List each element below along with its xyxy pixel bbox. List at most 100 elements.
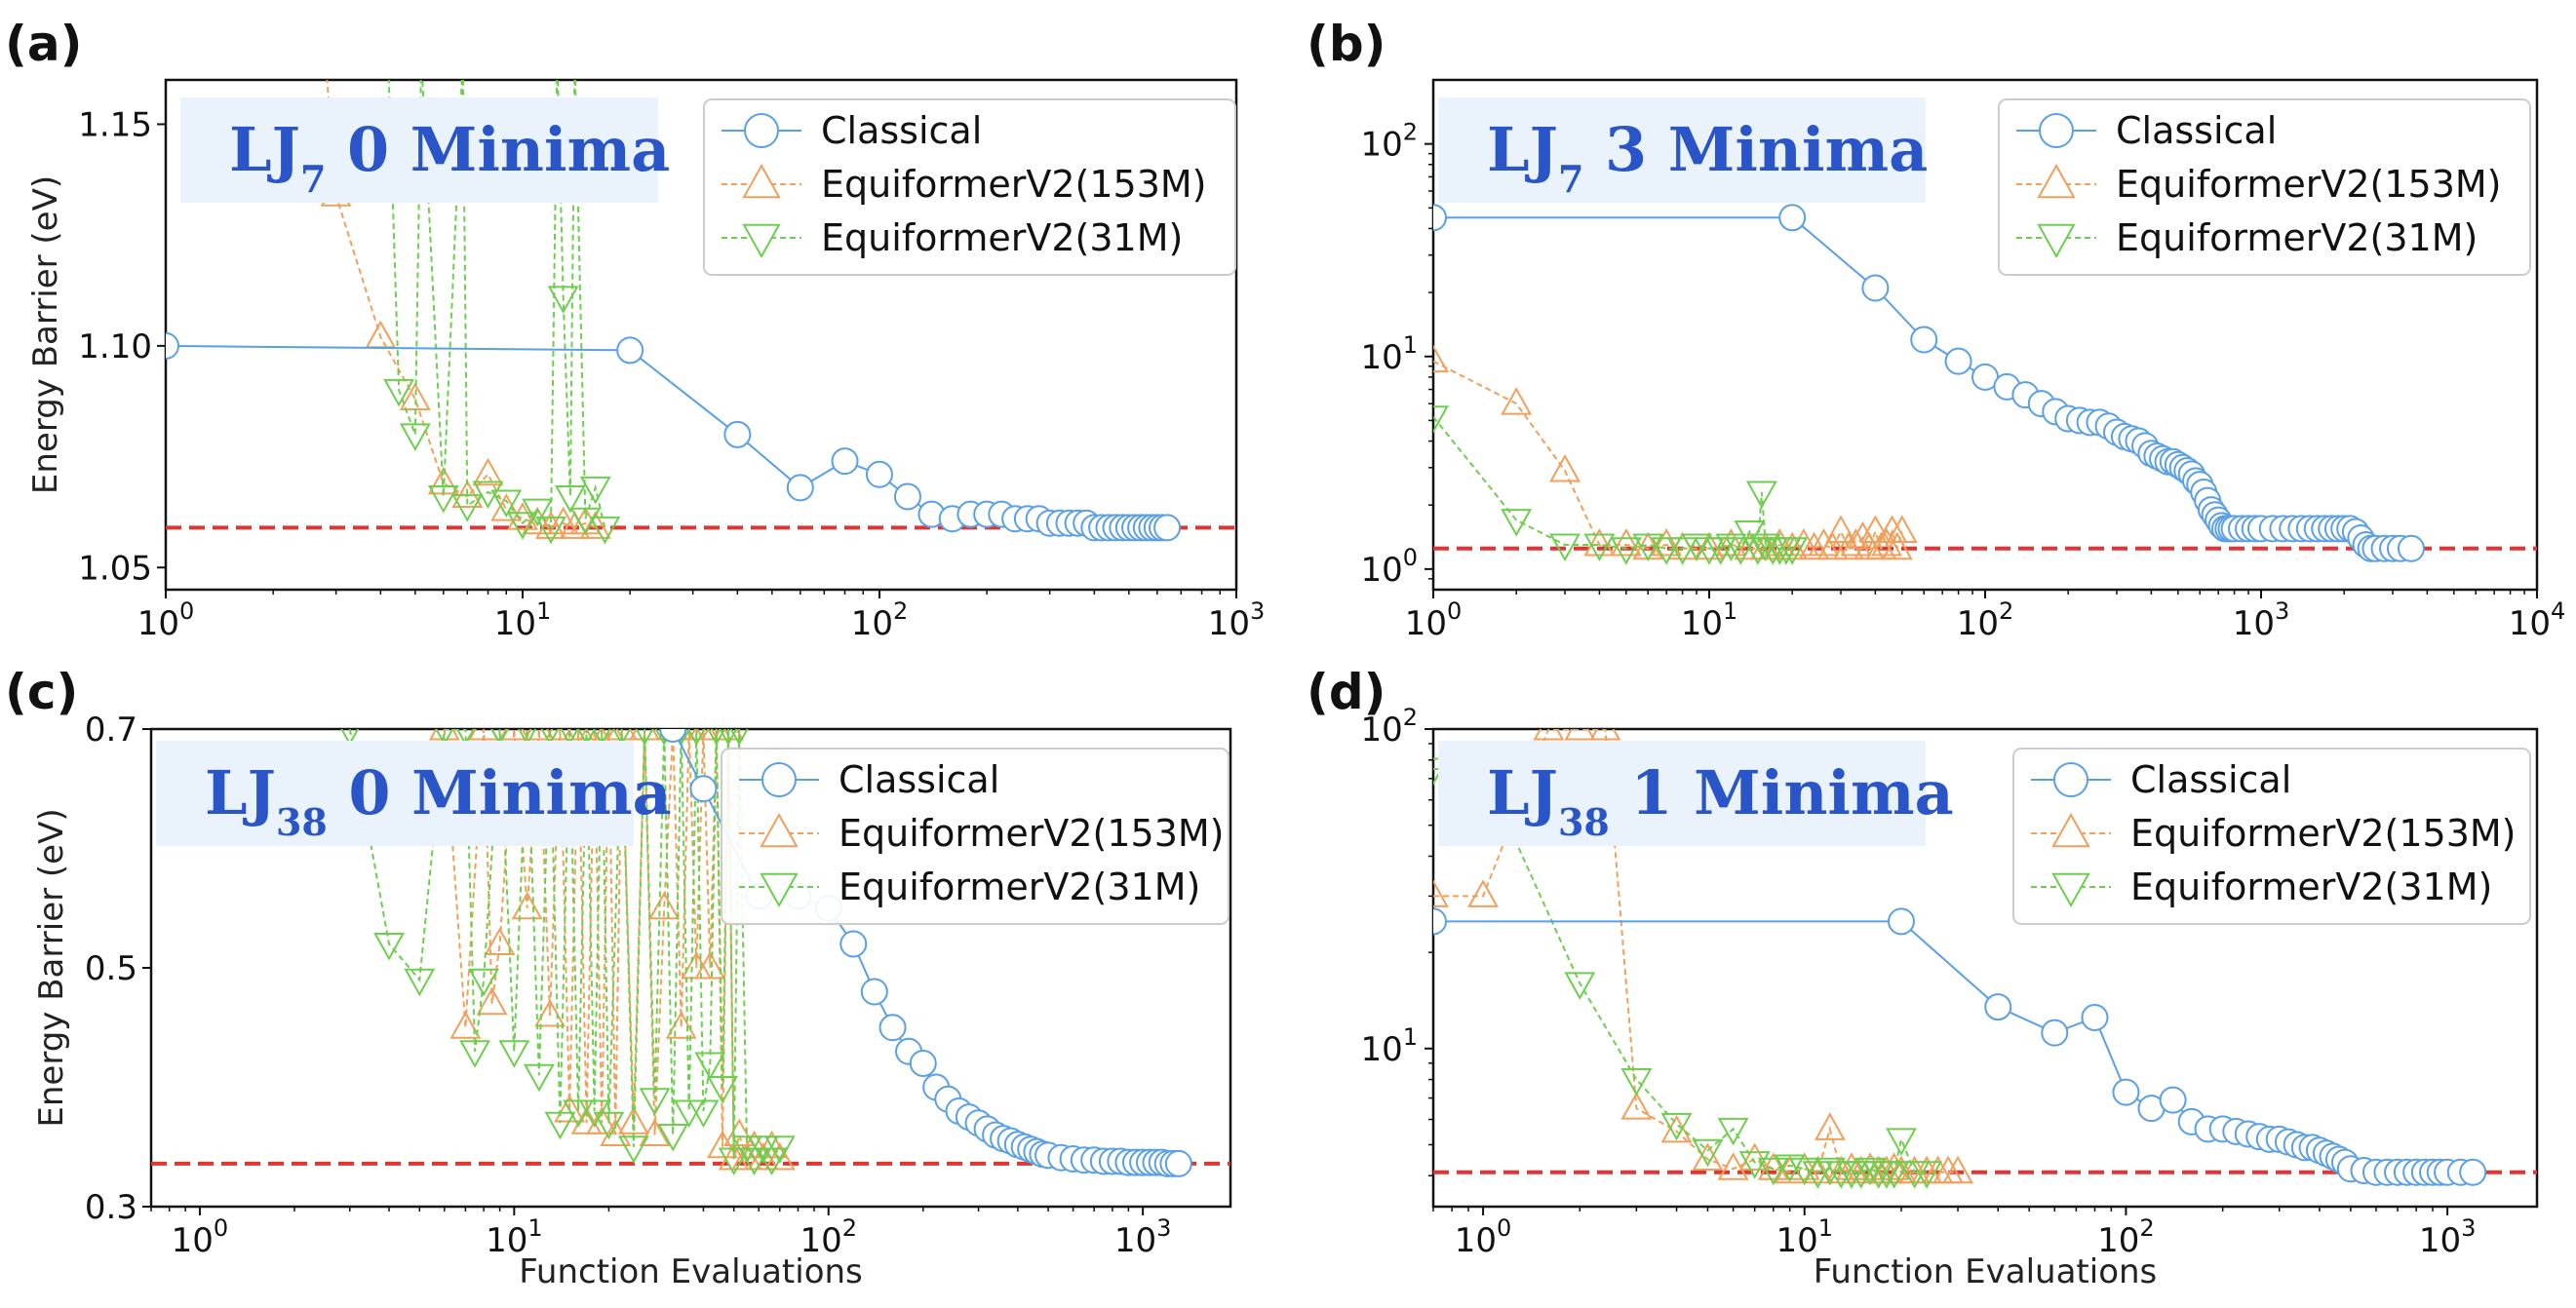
data-point-equiformer-153m [468, 729, 500, 741]
data-point-equiformer-31m [455, 729, 475, 747]
x-axis-label: Function Evaluations [1814, 1252, 2158, 1291]
legend-label: EquiformerV2(153M) [821, 163, 1207, 206]
data-point-equiformer-153m [523, 729, 555, 741]
title-box [180, 97, 658, 203]
x-tick-label: 100 [1405, 597, 1463, 643]
data-point-equiformer-31m [451, 494, 484, 522]
data-point-equiformer-31m [1681, 533, 1713, 562]
data-point-equiformer-153m [484, 927, 516, 955]
data-point-classical [2397, 534, 2425, 562]
panel-label: (b) [1307, 16, 1386, 72]
y-axis-label: Energy Barrier (eV) [26, 175, 65, 494]
data-point-equiformer-153m [428, 729, 460, 741]
data-point-classical [616, 336, 644, 365]
data-point-equiformer-31m [540, 729, 560, 747]
data-layer [151, 729, 1230, 1177]
legend-label: EquiformerV2(153M) [2130, 812, 2517, 855]
legend-label: EquiformerV2(153M) [2116, 163, 2502, 206]
legend-label: EquiformerV2(31M) [839, 866, 1200, 908]
data-point-equiformer-31m [374, 48, 403, 73]
data-point-equiformer-31m [383, 378, 415, 407]
data-point-equiformer-153m [311, 43, 339, 68]
x-tick-label: 101 [486, 1214, 543, 1260]
y-tick-label: 0.5 [85, 949, 137, 988]
data-point-equiformer-31m [1692, 1138, 1724, 1168]
panel-label: (a) [5, 16, 82, 72]
legend-label: EquiformerV2(153M) [839, 812, 1225, 855]
data-point-classical [1778, 204, 1807, 232]
x-tick-label: 103 [2233, 597, 2290, 643]
data-point-equiformer-31m [468, 968, 500, 997]
data-point-equiformer-31m [498, 1040, 530, 1068]
data-point-equiformer-153m [1610, 527, 1642, 557]
data-point-classical [2459, 1158, 2487, 1186]
legend [703, 98, 1236, 276]
data-point-equiformer-31m [592, 729, 611, 747]
data-point-equiformer-153m [1533, 729, 1565, 741]
data-point-equiformer-31m [635, 729, 654, 747]
data-point-equiformer-31m [589, 516, 621, 545]
y-tick-label: 1.05 [78, 549, 152, 588]
data-point-classical [1944, 347, 1972, 375]
data-point-equiformer-31m [1814, 1157, 1846, 1186]
data-point-classical [909, 1050, 937, 1077]
y-tick-label: 102 [1360, 119, 1418, 165]
data-point-equiformer-153m [1878, 1152, 1910, 1180]
y-tick-label: 1.10 [78, 327, 152, 366]
data-point-equiformer-31m [1845, 1161, 1877, 1189]
data-point-classical [1861, 274, 1890, 302]
panel-label: (c) [5, 664, 78, 720]
y-tick-label: 101 [1360, 1023, 1418, 1069]
data-point-classical [166, 331, 179, 360]
data-point-equiformer-153m [1859, 515, 1892, 543]
data-point-equiformer-31m [1704, 537, 1737, 565]
data-point-equiformer-153m [639, 1118, 671, 1146]
legend-marker-classical [744, 113, 779, 148]
data-point-classical [1433, 204, 1447, 232]
data-point-equiformer-31m [535, 516, 566, 545]
data-point-equiformer-31m [687, 1099, 720, 1129]
legend [721, 748, 1229, 925]
data-point-equiformer-31m [707, 1076, 738, 1104]
data-point-equiformer-153m [1881, 531, 1913, 560]
y-axis-label: Energy Barrier (eV) [32, 808, 71, 1127]
data-point-classical [659, 729, 687, 743]
data-point-equiformer-153m [472, 457, 504, 486]
data-point-equiformer-31m [612, 729, 632, 747]
data-point-equiformer-31m [543, 48, 571, 73]
series-line [387, 80, 606, 531]
data-point-equiformer-31m [738, 1147, 770, 1176]
x-tick-label: 103 [2419, 1214, 2477, 1260]
panel-a: (a) 100 101 102 103 1.05 1.10 1.15 Energy Barrie… [5, 16, 1265, 643]
data-point-classical [878, 1014, 907, 1042]
data-point-equiformer-31m [1757, 1157, 1789, 1186]
data-point-equiformer-31m [577, 729, 597, 747]
data-point-equiformer-31m [408, 48, 436, 73]
data-point-equiformer-31m [719, 729, 738, 747]
data-point-equiformer-153m [1501, 387, 1533, 415]
data-point-classical [689, 775, 718, 803]
data-point-equiformer-153m [694, 950, 726, 980]
data-point-equiformer-153m [1651, 527, 1683, 557]
data-point-equiformer-31m [399, 423, 431, 451]
data-point-equiformer-31m [1878, 1161, 1910, 1189]
data-point-equiformer-153m [570, 1106, 603, 1135]
data-point-equiformer-31m [490, 729, 510, 747]
x-tick-label: 102 [851, 597, 909, 643]
x-axis-label: Function Evaluations [519, 1252, 863, 1291]
y-tick-label: 100 [1360, 544, 1418, 590]
legend-marker [760, 812, 799, 848]
data-point-classical [1887, 907, 1915, 936]
series-line [348, 729, 781, 1161]
data-point-equiformer-31m [507, 512, 538, 540]
data-layer [1433, 204, 2537, 565]
panel-b: (b) 100 101 102 103 104 100 101 102 LJ7 3 Minima C… [1307, 16, 2565, 643]
data-point-equiformer-153m [563, 729, 595, 741]
data-point-equiformer-31m [694, 1052, 726, 1081]
x-tick-label: 101 [494, 597, 552, 643]
data-point-equiformer-31m [657, 1124, 689, 1152]
y-tick-label: 0.3 [85, 1188, 137, 1227]
data-point-equiformer-31m [1725, 537, 1757, 565]
data-point-equiformer-153m [449, 1011, 482, 1039]
legend-marker [742, 223, 781, 259]
